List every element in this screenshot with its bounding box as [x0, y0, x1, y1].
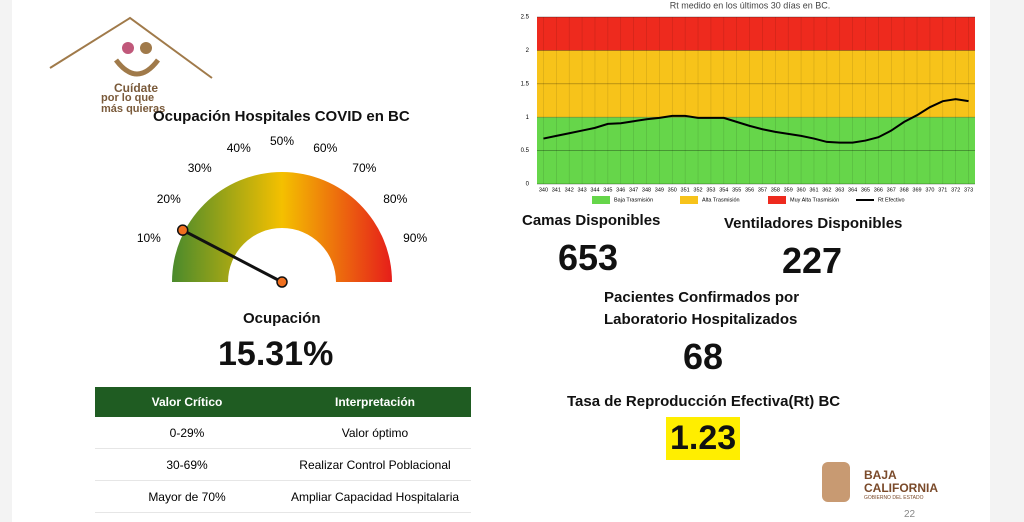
x-tick-label: 342: [565, 187, 574, 193]
gauge-tick-label: 60%: [313, 141, 337, 155]
stat-value: 1.23: [666, 417, 741, 460]
x-tick-label: 343: [577, 187, 586, 193]
y-tick-label: 2.5: [521, 15, 530, 21]
gauge-tick-label: 80%: [383, 192, 407, 206]
x-tick-label: 356: [745, 187, 754, 193]
gauge-needle: [182, 228, 283, 284]
legend-label: Alta Trasmisión: [702, 197, 740, 203]
logo-text: más quieras: [101, 103, 166, 115]
y-tick-label: 2: [526, 48, 530, 54]
x-tick-label: 359: [784, 187, 793, 193]
stat-value: 653: [558, 237, 619, 278]
logo-text: por lo que: [101, 92, 155, 104]
logo-text: Cuídate: [114, 81, 159, 95]
legend-swatch: [856, 199, 874, 201]
x-tick-label: 345: [603, 187, 612, 193]
legend-label: Rt Efectivo: [878, 197, 905, 203]
table-header: Interpretación: [279, 387, 471, 417]
legend-label: Muy Alta Trasmisión: [790, 197, 839, 203]
stat-label: Laboratorio Hospitalizados: [604, 311, 798, 328]
x-tick-label: 365: [861, 187, 870, 193]
legend-swatch: [768, 196, 786, 204]
table: Valor Crítico Interpretación 0-29% Valor ó…: [95, 387, 471, 513]
x-tick-label: 367: [887, 187, 896, 193]
table-cell: Ampliar Capacidad Hospitalaria: [279, 480, 471, 513]
table-header: Valor Crítico: [95, 387, 279, 417]
gauge-tick-label: 50%: [270, 134, 294, 148]
x-tick-label: 363: [835, 187, 844, 193]
x-tick-label: 371: [938, 187, 947, 193]
x-tick-label: 357: [758, 187, 767, 193]
table-cell: Realizar Control Poblacional: [279, 448, 471, 481]
x-tick-label: 347: [629, 187, 638, 193]
gauge-tick-label: 10%: [137, 231, 161, 245]
x-tick-label: 351: [681, 187, 690, 193]
gauge-tick-label: 90%: [403, 231, 427, 245]
x-tick-label: 362: [822, 187, 831, 193]
needle-pivot: [276, 276, 288, 288]
x-tick-label: 373: [964, 187, 973, 193]
gauge-tick-label: 70%: [352, 161, 376, 175]
gauge-label: Ocupación: [243, 310, 321, 327]
stat-value: 227: [782, 240, 843, 281]
y-tick-label: 0: [526, 182, 530, 188]
x-tick-label: 349: [655, 187, 664, 193]
x-tick-label: 344: [590, 187, 599, 193]
gauge-tick-label: 20%: [157, 192, 181, 206]
x-tick-label: 346: [616, 187, 625, 193]
x-tick-label: 369: [912, 187, 921, 193]
stat-label: Tasa de Reproducción Efectiva(Rt) BC: [567, 393, 841, 410]
x-tick-label: 370: [925, 187, 934, 193]
gauge-tick-label: 30%: [188, 161, 212, 175]
x-tick-label: 352: [693, 187, 702, 193]
x-tick-label: 366: [874, 187, 883, 193]
x-tick-label: 364: [848, 187, 857, 193]
logo-icon: [122, 42, 134, 54]
brand: CALIFORNIA: [864, 481, 938, 495]
state-logo: [822, 462, 850, 502]
stat-label: Camas Disponibles: [522, 212, 661, 229]
x-tick-label: 372: [951, 187, 960, 193]
logo-roof: [49, 16, 213, 79]
brand: GOBIERNO DEL ESTADO: [864, 495, 924, 501]
band: [537, 50, 975, 118]
x-tick-label: 360: [796, 187, 805, 193]
x-tick-label: 354: [719, 187, 728, 193]
needle-tip: [176, 224, 189, 236]
x-tick-label: 368: [900, 187, 909, 193]
x-tick-label: 361: [809, 187, 818, 193]
stat-label: Pacientes Confirmados por: [604, 289, 800, 306]
logo-hands: [114, 58, 160, 77]
x-tick-label: 353: [706, 187, 715, 193]
stat-label: Ventiladores Disponibles: [724, 215, 903, 232]
gauge-tick-label: 40%: [227, 141, 251, 155]
table-cell: 30-69%: [95, 448, 279, 481]
legend-swatch: [592, 196, 610, 204]
legend-swatch: [680, 196, 698, 204]
y-tick-label: 1.5: [521, 81, 530, 87]
logo-icon: [140, 42, 152, 54]
table-cell: Mayor de 70%: [95, 480, 279, 513]
gauge-value: 15.31%: [218, 335, 334, 373]
chart-title: Rt medido en los últimos 30 días en BC.: [670, 0, 831, 10]
page-number: 22: [904, 509, 916, 520]
x-tick-label: 340: [539, 187, 548, 193]
y-tick-label: 0.5: [521, 148, 530, 154]
x-tick-label: 355: [732, 187, 741, 193]
x-tick-label: 348: [642, 187, 651, 193]
x-tick-label: 341: [552, 187, 561, 193]
stat-value: 68: [683, 336, 724, 377]
table-cell: 0-29%: [95, 417, 279, 449]
band: [537, 17, 975, 51]
table-cell: Valor óptimo: [279, 417, 471, 449]
gauge-title: Ocupación Hospitales COVID en BC: [153, 108, 410, 125]
brand: BAJA: [864, 468, 897, 482]
x-tick-label: 358: [771, 187, 780, 193]
gauge-arc: [172, 172, 392, 282]
x-tick-label: 350: [668, 187, 677, 193]
y-tick-label: 1: [526, 115, 530, 121]
rt-line: [543, 98, 969, 144]
legend-label: Baja Trasmisión: [614, 197, 653, 203]
